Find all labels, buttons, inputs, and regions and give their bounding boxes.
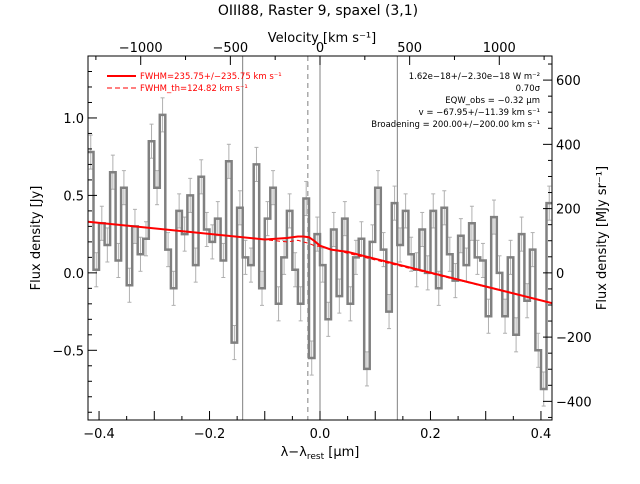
chart-title: OIII88, Raster 9, spaxel (3,1) (218, 3, 418, 19)
right-tick-label: 200 (556, 203, 581, 218)
y-tick-label: −0.5 (52, 344, 84, 359)
right-axis-label: Flux density [MJy sr⁻¹] (595, 166, 610, 310)
x-axis-label: λ−λrest [μm] (281, 445, 360, 462)
annotation-broadening: Broadening = 200.00+/−200.00 km s⁻¹ (371, 120, 540, 130)
spectrum-histogram (88, 113, 552, 391)
top-tick-label: −1000 (119, 41, 163, 56)
y-axis-label: Flux density [Jy] (29, 186, 44, 291)
plot-layer (88, 56, 552, 420)
right-tick-label: 0 (556, 267, 564, 282)
top-tick-label: 500 (397, 41, 422, 56)
x-tick-label: −0.2 (194, 427, 226, 442)
axes-layer: −0.4 −0.2 0.0 0.2 0.4 −1000 −500 0 500 1000 −0.5 0.… (52, 41, 591, 442)
right-tick-label: 600 (556, 74, 581, 89)
right-tick-label: −200 (556, 331, 592, 346)
fit-line-fwhm-th (88, 221, 552, 304)
legend-label-fwhm-th: FWHM_th=124.82 km s⁻¹ (140, 84, 248, 94)
y-tick-label: 0.0 (63, 267, 84, 282)
annotation-eqw: EQW_obs = −0.32 μm (445, 96, 540, 106)
x-tick-label: −0.4 (83, 427, 115, 442)
annotation-flux: 1.62e−18+/−2.30e−18 W m⁻² (409, 72, 540, 82)
x-tick-label: 0.4 (531, 427, 552, 442)
annotation-velocity: v = −67.95+/−11.39 km s⁻¹ (419, 108, 540, 118)
right-tick-label: 400 (556, 138, 581, 153)
legend-label-fwhm: FWHM=235.75+/−235.75 km s⁻¹ (140, 72, 282, 82)
annotations: 1.62e−18+/−2.30e−18 W m⁻² 0.70σ EQW_obs … (371, 72, 540, 130)
x-tick-label: 0.0 (310, 427, 331, 442)
y-tick-label: 0.5 (63, 189, 84, 204)
right-tick-label: −400 (556, 395, 592, 410)
legend: FWHM=235.75+/−235.75 km s⁻¹ FWHM_th=124.… (107, 72, 282, 94)
top-tick-label: −500 (212, 41, 248, 56)
y-tick-label: 1.0 (63, 112, 84, 127)
annotation-sigma: 0.70σ (516, 84, 541, 94)
x-tick-label: 0.2 (420, 427, 441, 442)
top-tick-label: 0 (316, 41, 324, 56)
fit-line-fwhm (88, 220, 552, 305)
top-axis-label: Velocity [km s⁻¹] (268, 31, 376, 46)
top-tick-label: 1000 (483, 41, 516, 56)
